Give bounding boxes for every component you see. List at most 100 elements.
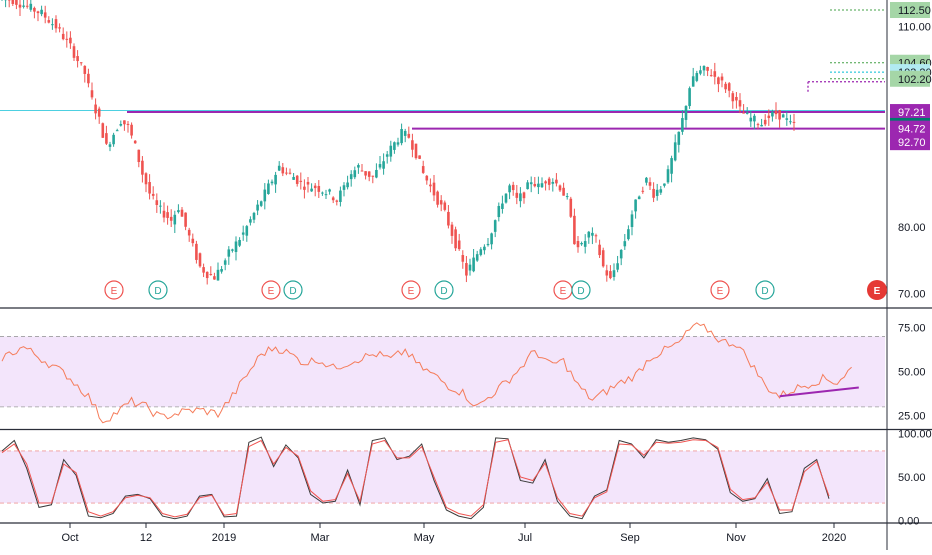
dividend-marker-label: D (577, 286, 584, 297)
candle-body (156, 200, 159, 205)
time-axis-label: May (414, 532, 435, 544)
candle-body (678, 132, 681, 145)
candle-body (523, 192, 526, 198)
candle-body (595, 235, 598, 236)
candle-body (714, 71, 717, 77)
candle-body (30, 4, 33, 10)
earnings-marker-label: E (268, 286, 275, 297)
candle-body (375, 170, 378, 178)
price-level-label: 102.20 (898, 74, 932, 86)
candle-body (332, 197, 335, 200)
candle-body (346, 183, 349, 188)
candle-body (548, 179, 551, 185)
candle-body (624, 241, 627, 246)
candle-body (202, 267, 205, 273)
price-level-label: 94.72 (898, 124, 926, 136)
candle-body (390, 146, 393, 157)
candle-body (181, 210, 184, 217)
candle-body (404, 131, 407, 136)
candle-body (537, 184, 540, 187)
candle-body (613, 270, 616, 277)
stoch-axis-tick: 0.00 (898, 515, 919, 527)
candle-body (505, 194, 508, 203)
candle-body (112, 135, 115, 144)
time-axis-label: 12 (140, 532, 152, 544)
candle-body (15, 0, 18, 5)
candle-body (750, 118, 753, 122)
candle-body (393, 142, 396, 150)
candle-body (616, 263, 619, 269)
candle-body (465, 263, 468, 275)
candle-body (228, 249, 231, 256)
candle-body (22, 6, 25, 7)
candle-body (717, 77, 720, 84)
candle-body (217, 270, 220, 281)
candle-body (94, 105, 97, 114)
candle-body (739, 100, 742, 106)
candle-body (296, 176, 299, 184)
candle-body (591, 233, 594, 236)
candle-body (436, 192, 439, 205)
candle-body (760, 125, 763, 126)
candle-body (606, 270, 609, 275)
candle-body (721, 77, 724, 81)
candle-body (238, 240, 241, 246)
time-axis-label: Jul (518, 532, 532, 544)
candle-body (559, 185, 562, 190)
candle-body (98, 109, 101, 117)
candle-body (483, 247, 486, 251)
candle-body (134, 141, 137, 143)
candle-body (411, 140, 414, 149)
candle-body (188, 230, 191, 236)
candle-body (354, 170, 357, 177)
candle-body (667, 169, 670, 182)
candle-body (642, 191, 645, 192)
candle-body (570, 199, 573, 217)
candle-body (44, 12, 47, 17)
candle-body (271, 182, 274, 184)
candle-body (627, 229, 630, 239)
candle-body (501, 204, 504, 209)
time-axis-label: Mar (311, 532, 330, 544)
candle-body (199, 253, 202, 266)
candle-body (192, 239, 195, 243)
candle-body (685, 106, 688, 120)
candle-body (530, 182, 533, 184)
stoch-axis-tick: 100.00 (898, 429, 932, 441)
candle-body (598, 245, 601, 255)
candle-body (138, 150, 141, 162)
candle-body (224, 260, 227, 264)
candle-body (555, 180, 558, 184)
candle-body (123, 120, 126, 124)
candle-body (433, 183, 436, 196)
upcoming-earnings-label: E (874, 286, 881, 297)
candle-body (368, 171, 371, 176)
dividend-marker-label: D (761, 286, 768, 297)
price-level-label: 92.70 (898, 137, 926, 149)
stoch-axis-tick: 50.00 (898, 472, 926, 484)
candle-body (145, 173, 148, 184)
candle-body (429, 185, 432, 187)
candle-body (609, 271, 612, 278)
time-axis-label: Oct (61, 532, 78, 544)
candle-body (512, 185, 515, 190)
candle-body (663, 184, 666, 186)
candle-body (260, 201, 263, 206)
candle-body (37, 11, 40, 13)
time-axis-label: Sep (620, 532, 640, 544)
candle-body (267, 183, 270, 194)
candle-body (469, 265, 472, 271)
candle-body (220, 269, 223, 272)
candle-body (292, 177, 295, 180)
candle-body (84, 66, 87, 74)
candle-body (249, 219, 252, 222)
candle-body (703, 66, 706, 70)
candle-body (681, 118, 684, 132)
dividend-marker-label: D (289, 286, 296, 297)
candle-body (645, 178, 648, 183)
candle-body (174, 215, 177, 225)
candle-body (350, 174, 353, 179)
candle-body (372, 176, 375, 177)
candle-body (764, 120, 767, 125)
